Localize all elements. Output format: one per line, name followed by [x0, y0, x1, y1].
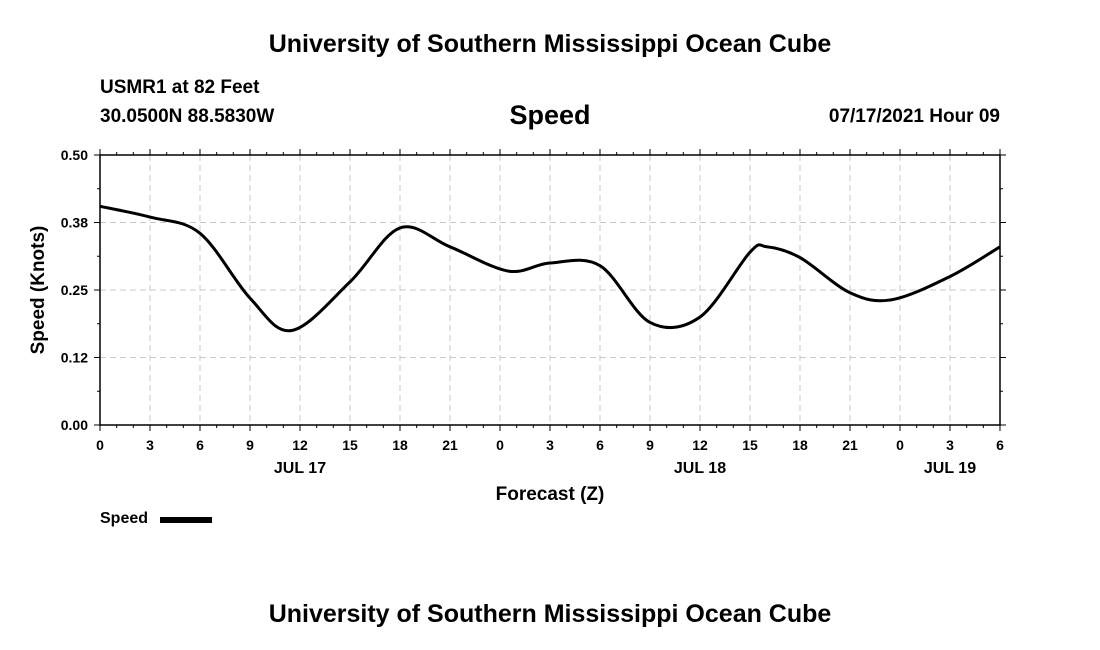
x-tick-label: 12 [692, 437, 708, 453]
y-tick-label: 0.12 [61, 350, 88, 366]
x-tick-label: 0 [896, 437, 904, 453]
x-tick-label: 9 [246, 437, 254, 453]
x-tick-label: 15 [742, 437, 758, 453]
x-tick-label: 6 [596, 437, 604, 453]
legend-label: Speed [100, 510, 149, 527]
date-label: JUL 19 [924, 460, 976, 477]
x-tick-label: 6 [196, 437, 204, 453]
y-tick-label: 0.38 [61, 215, 88, 231]
station-label: USMR1 at 82 Feet [100, 77, 260, 98]
grid [100, 155, 1000, 425]
plot-frame [99, 154, 1001, 426]
x-tick-label: 18 [792, 437, 808, 453]
x-tick-label: 6 [996, 437, 1004, 453]
x-tick-label: 15 [342, 437, 358, 453]
timestamp-label: 07/17/2021 Hour 09 [828, 106, 1000, 127]
x-tick-label: 21 [842, 437, 858, 453]
x-tick-label: 0 [496, 437, 504, 453]
x-tick-label: 3 [546, 437, 554, 453]
x-axis-label: Forecast (Z) [496, 484, 605, 505]
y-axis-label: Speed (Knots) [28, 226, 49, 355]
x-tick-label: 3 [146, 437, 154, 453]
series-layer [99, 204, 1001, 333]
speed-series-line [99, 204, 1001, 333]
plot-title: Speed [509, 100, 591, 130]
y-tick-label: 0.50 [61, 147, 88, 163]
footer-title: University of Southern Mississippi Ocean… [268, 600, 832, 628]
x-tick-label: 0 [96, 437, 104, 453]
x-tick-label: 21 [442, 437, 458, 453]
page-title: University of Southern Mississippi Ocean… [268, 30, 832, 58]
axis-labels: Forecast (Z) Speed (Knots) [28, 226, 604, 505]
coordinates-label: 30.0500N 88.5830W [100, 106, 275, 127]
date-label: JUL 17 [274, 460, 326, 477]
x-tick-label: 3 [946, 437, 954, 453]
y-tick-label: 0.00 [61, 417, 88, 433]
y-tick-label: 0.25 [61, 282, 88, 298]
date-label: JUL 18 [674, 460, 726, 477]
x-tick-label: 12 [292, 437, 308, 453]
x-tick-label: 18 [392, 437, 408, 453]
x-tick-label: 9 [646, 437, 654, 453]
legend-swatch [160, 517, 212, 523]
axes: 0.00 0.12 0.25 0.38 0.50 0 3 6 9 12 15 18 21 0 3 6 9 12 15… [61, 147, 1006, 477]
